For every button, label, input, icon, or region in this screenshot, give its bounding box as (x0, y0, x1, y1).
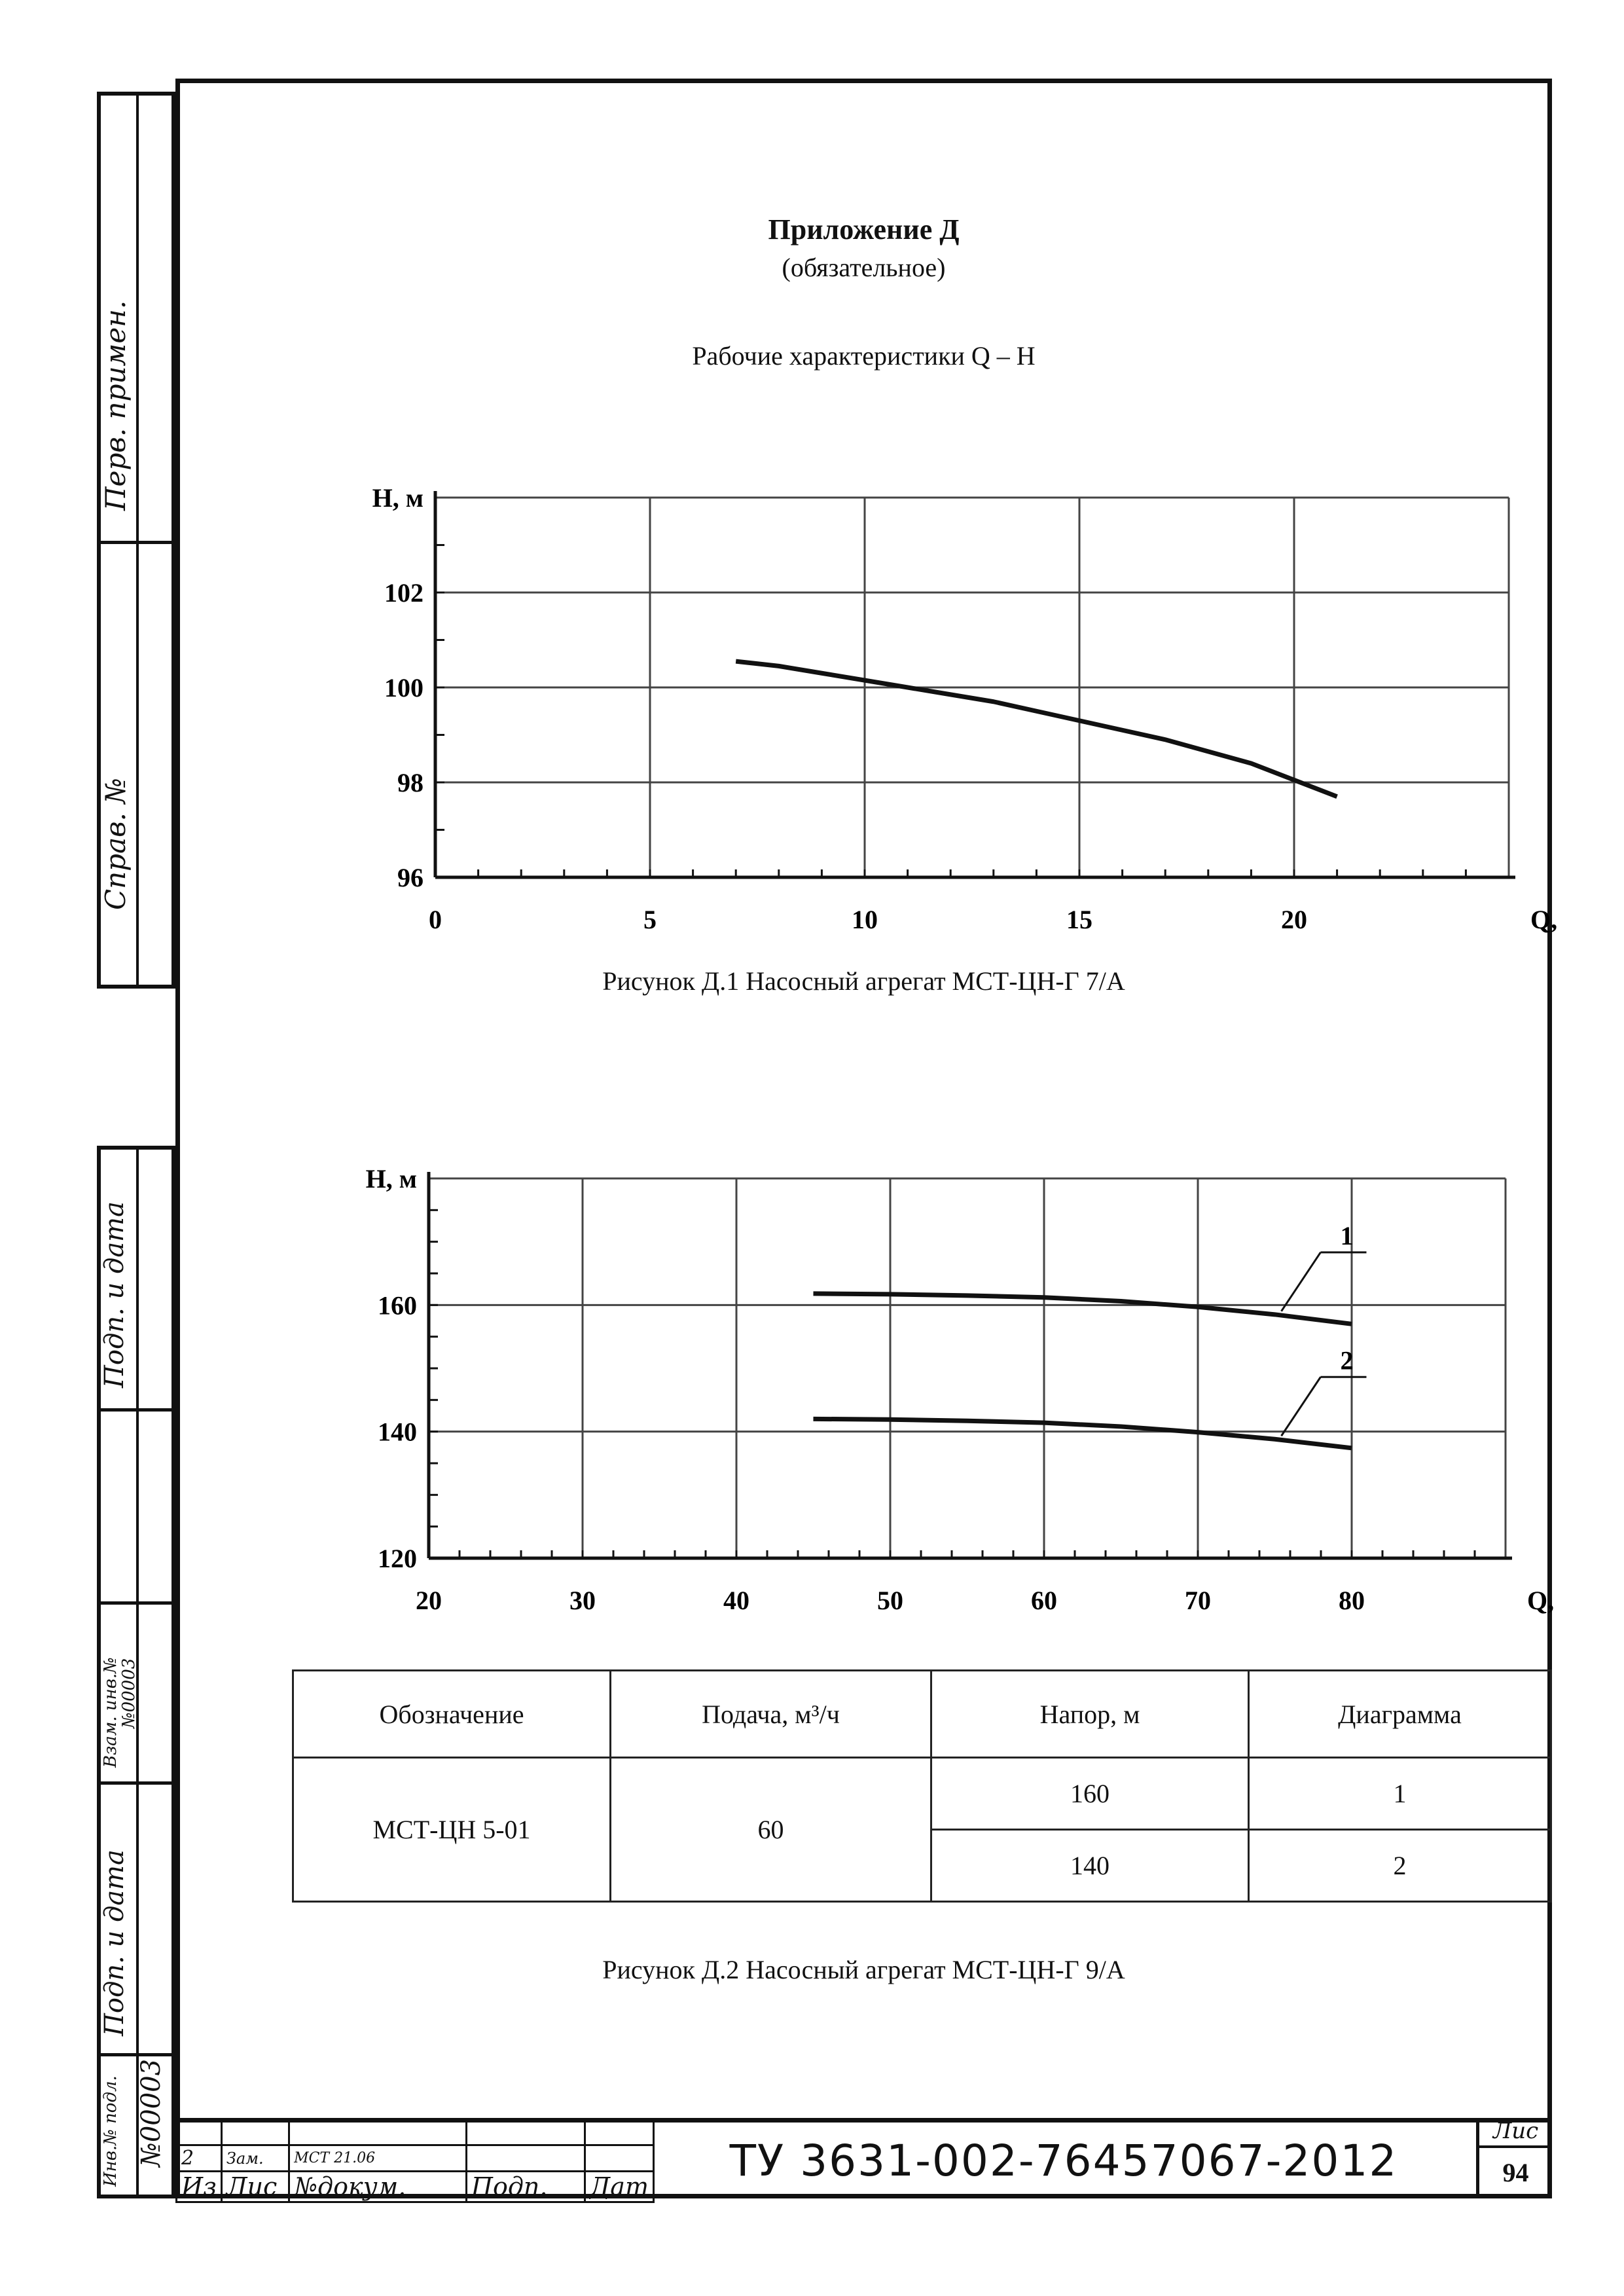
chart-figure-1: 0 5 10 15 20 96 98 100 102 H, м Q, м³/ч (372, 483, 1558, 934)
y-tick-label: 96 (397, 863, 424, 892)
table-row: МСТ-ЦН 5-01 60 160 1 (292, 1757, 1552, 1903)
table-header-cell: Обозначение (292, 1669, 611, 1758)
table-header-cell: Напор, м (930, 1669, 1250, 1758)
y-tick-label: 120 (378, 1544, 417, 1573)
revision-table: 2 Зам. МСТ 21.06 Из Лис №докум. Подп. Да… (175, 2118, 655, 2203)
figure-1-caption: Рисунок Д.1 Насосный агрегат МСТ-ЦН-Г 7/… (602, 966, 1125, 996)
y-tick-label: 98 (397, 768, 424, 797)
appendix-title: Приложение Д (768, 213, 960, 246)
col-label-doc: №докум. (288, 2170, 467, 2203)
sheet-label: Лис (1479, 2118, 1552, 2148)
sidebar-value-inv-podl: №00003 (136, 2058, 166, 2167)
col-label-lis: Лис (220, 2170, 291, 2203)
figure-2-caption: Рисунок Д.2 Насосный агрегат МСТ-ЦН-Г 9/… (602, 1955, 1125, 1984)
col-label-podp: Подп. (465, 2170, 586, 2203)
sidebar-label-vzam-inv: Взам. инв.№ (101, 1657, 120, 1768)
table-row: 140 2 (293, 1829, 1552, 1903)
y-tick-label: 102 (384, 578, 424, 608)
table-cell-designation: МСТ-ЦН 5-01 (292, 1757, 611, 1903)
x-axis-label: Q, м³/ч (1527, 1586, 1558, 1615)
title-block (175, 2118, 1552, 2203)
y-tick-label: 100 (384, 673, 424, 702)
table-header-cell: Диаграмма (1248, 1669, 1552, 1758)
sidebar-label-podp-data-1: Подп. и дата (99, 1201, 130, 1388)
x-tick-label: 20 (416, 1586, 442, 1615)
sidebar-label-sprav-no: Справ. № (99, 777, 132, 910)
curve-label: 1 (1341, 1221, 1354, 1250)
section-heading: Рабочие характеристики Q – H (692, 341, 1036, 371)
document-code: ТУ 3631-002-76457067-2012 (729, 2136, 1398, 2186)
table-header-row: Обозначение Подача, м³/ч Напор, м Диагра… (292, 1669, 1552, 1758)
x-tick-label: 20 (1281, 905, 1307, 934)
x-tick-label: 5 (643, 905, 657, 934)
col-label-iz: Из (175, 2170, 223, 2203)
y-tick-label: 160 (378, 1290, 417, 1320)
table-cell-flow: 60 (609, 1757, 932, 1903)
page-frame (175, 79, 1552, 2198)
sidebar-label-podp-data-2: Подп. и дата (99, 1850, 130, 2036)
sidebar-label-inv-podl: Инв.№ подл. (101, 2075, 120, 2187)
curve-label: 2 (1341, 1345, 1354, 1375)
x-tick-label: 0 (429, 905, 442, 934)
leader-line (1280, 1252, 1322, 1312)
x-tick-label: 60 (1031, 1586, 1057, 1615)
sheet-number: 94 (1502, 2158, 1529, 2187)
sidebar-value-vzam-inv: №00003 (119, 1658, 139, 1728)
table-cell-diagram: 2 (1248, 1829, 1552, 1903)
sidebar-lower-block (97, 1146, 175, 2198)
x-tick-label: 30 (569, 1586, 596, 1615)
col-label-dat: Дат (584, 2170, 655, 2203)
sheet-box: Лис 94 (1476, 2118, 1552, 2198)
sidebar-upper-block (97, 92, 175, 989)
series-line (735, 659, 1338, 799)
revision-change-no: 2 (175, 2144, 223, 2172)
x-tick-label: 50 (877, 1586, 903, 1615)
table-cell-head: 140 (930, 1829, 1250, 1903)
x-tick-label: 15 (1066, 905, 1092, 934)
revision-change-type: Зам. (220, 2144, 291, 2172)
table-cell-diagram: 1 (1248, 1757, 1552, 1831)
revision-change-doc: МСТ 21.06 (288, 2144, 467, 2172)
table-header-cell: Подача, м³/ч (609, 1669, 932, 1758)
pump-spec-table: Обозначение Подача, м³/ч Напор, м Диагра… (292, 1669, 1552, 1903)
x-tick-label: 40 (723, 1586, 749, 1615)
table-cell-head: 160 (930, 1757, 1250, 1831)
y-tick-label: 140 (378, 1417, 417, 1447)
x-tick-label: 10 (852, 905, 878, 934)
leader-line (1280, 1376, 1322, 1437)
series-line (813, 1291, 1352, 1326)
y-axis-label: H, м (366, 1164, 417, 1194)
x-tick-label: 70 (1185, 1586, 1211, 1615)
sidebar-label-perv-primen: Перв. примен. (99, 300, 132, 511)
x-tick-label: 80 (1339, 1586, 1365, 1615)
y-axis-label: H, м (372, 483, 424, 513)
x-axis-label: Q, м³/ч (1530, 905, 1558, 934)
chart-figure-2: 20 30 40 50 60 70 80 120 140 160 H, м Q, м³/ч 1 2 (366, 1164, 1558, 1615)
series-line (813, 1416, 1352, 1451)
appendix-subtitle: (обязательное) (782, 253, 946, 282)
